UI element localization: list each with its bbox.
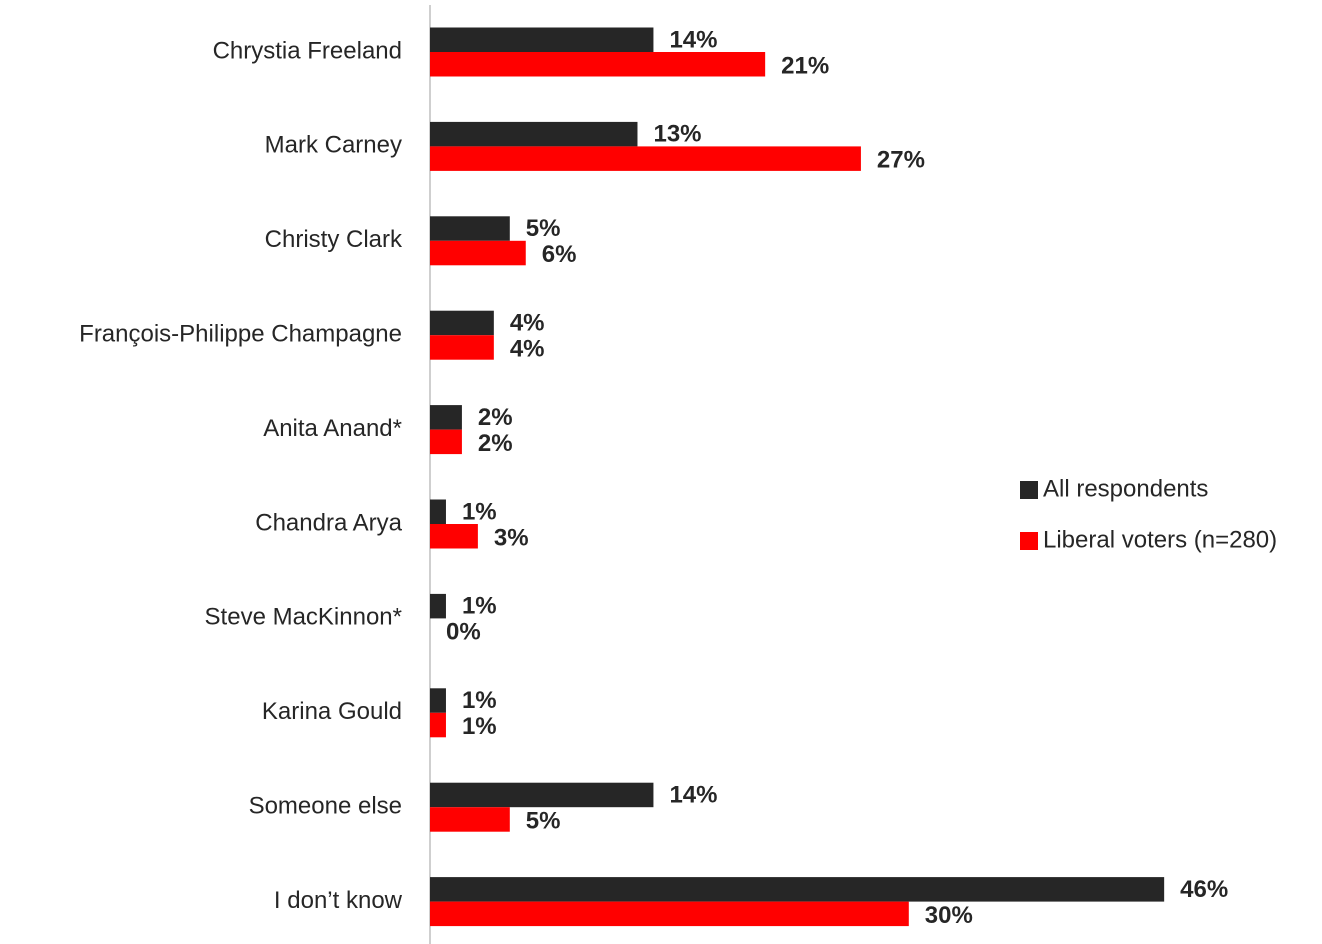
bar (430, 499, 446, 524)
value-label: 3% (494, 524, 529, 551)
category-label: François-Philippe Champagne (79, 321, 402, 348)
bar (430, 429, 462, 455)
bar (430, 335, 494, 360)
value-label: 1% (462, 498, 497, 525)
value-label: 1% (462, 687, 497, 714)
legend-swatch (1020, 532, 1038, 550)
value-label: 4% (510, 310, 545, 337)
category-label: Christy Clark (265, 226, 403, 253)
bar (430, 782, 654, 808)
category-label: Steve MacKinnon* (205, 604, 402, 631)
value-label: 2% (478, 404, 513, 431)
category-label: Mark Carney (265, 132, 402, 159)
legend-label: All respondents (1043, 475, 1208, 502)
value-label: 14% (669, 782, 717, 809)
bar (430, 688, 446, 713)
bar (430, 712, 446, 738)
category-label: Someone else (249, 793, 402, 820)
category-label: Anita Anand* (263, 415, 402, 442)
value-label: 1% (462, 593, 497, 620)
category-label: Chandra Arya (255, 509, 402, 536)
value-label: 0% (446, 619, 481, 646)
legend-label: Liberal voters (n=280) (1043, 526, 1277, 553)
value-label: 13% (653, 121, 701, 148)
bar (430, 807, 510, 832)
bar (430, 121, 638, 147)
bar (430, 146, 861, 171)
value-label: 1% (462, 713, 497, 740)
bar (430, 405, 462, 430)
category-label: Karina Gould (262, 698, 402, 725)
value-label: 21% (781, 52, 829, 79)
bar (430, 52, 766, 77)
category-label: Chrystia Freeland (213, 37, 402, 64)
legend-swatch (1020, 481, 1038, 499)
value-label: 5% (526, 215, 561, 242)
value-label: 27% (877, 147, 925, 174)
value-label: 2% (478, 430, 513, 457)
bar (430, 240, 526, 266)
value-label: 30% (925, 902, 973, 929)
value-label: 4% (510, 336, 545, 363)
bar (430, 27, 654, 52)
category-label: I don’t know (274, 887, 403, 914)
bar (430, 524, 478, 549)
value-label: 6% (542, 241, 577, 268)
value-label: 5% (526, 808, 561, 835)
bar (430, 593, 446, 619)
value-label: 14% (669, 26, 717, 53)
bar (430, 901, 909, 927)
value-label: 46% (1180, 876, 1228, 903)
bar (430, 216, 510, 241)
bar (430, 310, 494, 336)
bar (430, 877, 1165, 902)
